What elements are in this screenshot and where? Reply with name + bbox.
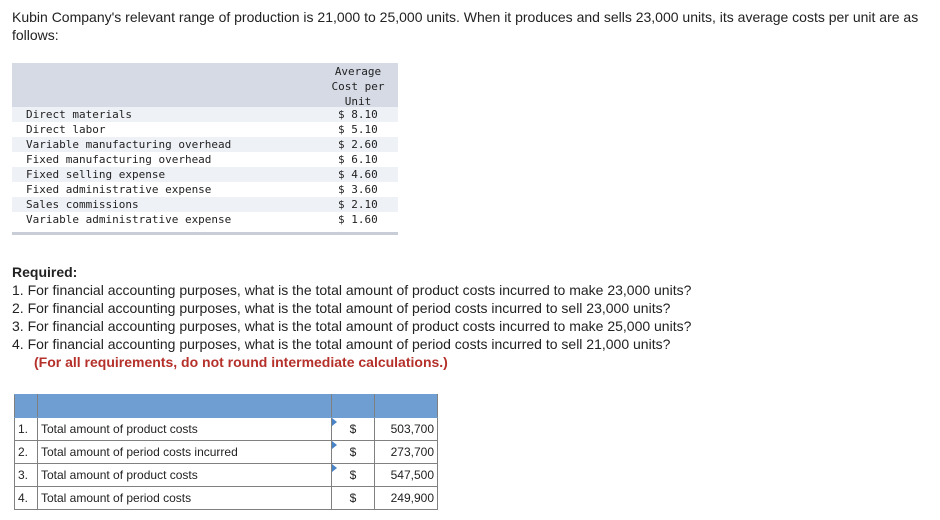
cost-row: Variable administrative expense $ 1.60 (12, 212, 398, 227)
cost-label: Fixed manufacturing overhead (26, 153, 212, 166)
answer-number: 1. (14, 417, 38, 441)
cost-label: Fixed selling expense (26, 168, 166, 181)
answer-currency: $ (331, 486, 375, 510)
cost-header-label: Average Cost per Unit (328, 64, 388, 109)
cost-value: $ 5.10 (338, 123, 378, 136)
answer-row: 1. Total amount of product costs $ 503,7… (14, 417, 438, 441)
answer-number: 3. (14, 463, 38, 487)
cost-header-line-1: Average (334, 65, 382, 78)
cost-table-header: Average Cost per Unit (12, 63, 398, 109)
answer-table-header (14, 394, 438, 418)
answer-currency: $ (331, 440, 375, 464)
required-title: Required: (12, 264, 78, 280)
answer-description: Total amount of period costs (37, 486, 332, 510)
cost-label: Variable administrative expense (26, 213, 232, 226)
required-item: 3. For financial accounting purposes, wh… (12, 318, 692, 334)
cost-label: Fixed administrative expense (26, 183, 212, 196)
cost-value: $ 2.10 (338, 198, 378, 211)
rounding-note: (For all requirements, do not round inte… (34, 354, 448, 370)
cost-row: Sales commissions $ 2.10 (12, 197, 398, 212)
cost-row: Direct materials $ 8.10 (12, 107, 398, 122)
cost-label: Direct materials (26, 108, 132, 121)
answer-amount-input[interactable]: 249,900 (374, 486, 438, 510)
intro-text: Kubin Company's relevant range of produc… (12, 9, 919, 43)
cost-row: Fixed selling expense $ 4.60 (12, 167, 398, 182)
answer-description: Total amount of product costs (37, 417, 332, 441)
required-item: 1. For financial accounting purposes, wh… (12, 282, 692, 298)
cost-value: $ 6.10 (338, 153, 378, 166)
answer-amount-input[interactable]: 547,500 (374, 463, 438, 487)
answer-row: 2. Total amount of period costs incurred… (14, 440, 438, 464)
cost-table: Average Cost per Unit Direct materials $… (12, 63, 398, 235)
cost-label: Direct labor (26, 123, 106, 136)
answer-currency: $ (331, 463, 375, 487)
cost-row: Variable manufacturing overhead $ 2.60 (12, 137, 398, 152)
cost-row: Fixed administrative expense $ 3.60 (12, 182, 398, 197)
answer-currency: $ (331, 417, 375, 441)
flag-icon (332, 441, 337, 449)
answer-number: 2. (14, 440, 38, 464)
answer-row: 3. Total amount of product costs $ 547,5… (14, 463, 438, 487)
cost-value: $ 2.60 (338, 138, 378, 151)
cost-value: $ 4.60 (338, 168, 378, 181)
flag-icon (332, 418, 337, 426)
required-section: Required: 1. For financial accounting pu… (12, 263, 932, 371)
cost-header-line-3: Unit (344, 95, 372, 108)
cost-value: $ 3.60 (338, 183, 378, 196)
cost-value: $ 1.60 (338, 213, 378, 226)
answer-table: 1. Total amount of product costs $ 503,7… (14, 394, 438, 510)
answer-row: 4. Total amount of period costs $ 249,90… (14, 486, 438, 510)
cost-header-line-2: Cost per (331, 80, 385, 93)
required-item: 4. For financial accounting purposes, wh… (12, 336, 671, 352)
answer-description: Total amount of period costs incurred (37, 440, 332, 464)
cost-label: Variable manufacturing overhead (26, 138, 232, 151)
answer-number: 4. (14, 486, 38, 510)
answer-description: Total amount of product costs (37, 463, 332, 487)
required-item: 2. For financial accounting purposes, wh… (12, 300, 671, 316)
cost-row: Fixed manufacturing overhead $ 6.10 (12, 152, 398, 167)
answer-amount-input[interactable]: 503,700 (374, 417, 438, 441)
cost-table-footer (12, 232, 398, 235)
flag-icon (332, 464, 337, 472)
cost-value: $ 8.10 (338, 108, 378, 121)
cost-row: Direct labor $ 5.10 (12, 122, 398, 137)
answer-amount-input[interactable]: 273,700 (374, 440, 438, 464)
cost-label: Sales commissions (26, 198, 139, 211)
